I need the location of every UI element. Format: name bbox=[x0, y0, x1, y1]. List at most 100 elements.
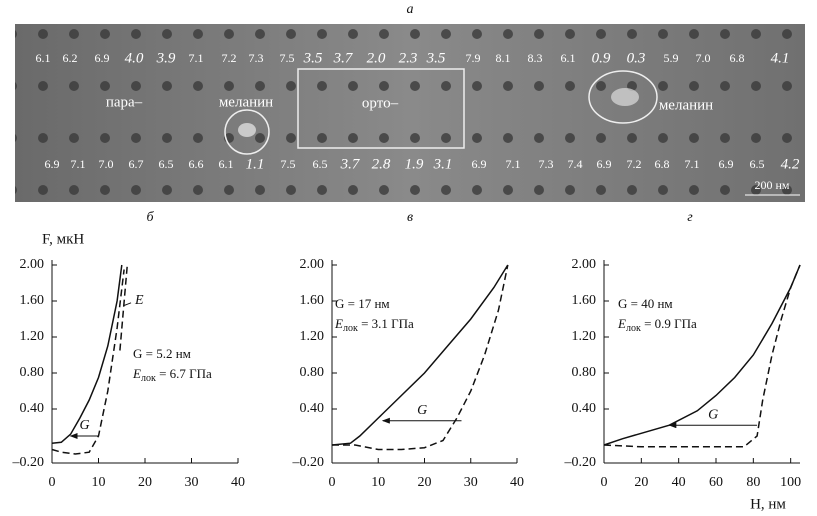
panel-letter: а bbox=[407, 2, 414, 17]
modulus-symbol: E bbox=[132, 366, 141, 381]
y-tick-label: 0.40 bbox=[20, 401, 45, 416]
panel-letter: г bbox=[687, 210, 693, 225]
x-tick-label: 10 bbox=[371, 475, 385, 490]
thickness-value: 3.5 bbox=[303, 50, 323, 66]
thickness-value: 7.0 bbox=[696, 51, 711, 65]
x-tick-label: 10 bbox=[92, 475, 106, 490]
melanin-spot bbox=[611, 88, 639, 106]
thickness-value: 1.1 bbox=[246, 156, 265, 172]
thickness-value: 3.7 bbox=[340, 156, 361, 172]
y-tick-label: 0.40 bbox=[572, 401, 597, 416]
y-tick-label: 1.60 bbox=[20, 293, 45, 308]
x-tick-label: 30 bbox=[464, 475, 478, 490]
modulus-value: = 6.7 ГПа bbox=[156, 366, 212, 381]
thickness-value: 6.8 bbox=[730, 51, 745, 65]
curve bbox=[51, 269, 125, 455]
thickness-value: 7.1 bbox=[189, 51, 204, 65]
thickness-value: 7.9 bbox=[466, 51, 481, 65]
thickness-value: 0.9 bbox=[592, 50, 611, 66]
y-tick-label: 0.80 bbox=[300, 365, 325, 380]
y-tick-label: 0.80 bbox=[572, 365, 597, 380]
modulus-value: = 0.9 ГПа bbox=[641, 316, 697, 331]
thickness-value: 6.9 bbox=[45, 157, 60, 171]
thickness-value: 7.1 bbox=[685, 157, 700, 171]
shear-annotation: G = 5.2 нм bbox=[133, 346, 191, 361]
thickness-value: 6.5 bbox=[750, 157, 765, 171]
x-tick-label: 0 bbox=[601, 475, 608, 490]
panel-letter: в bbox=[407, 210, 413, 225]
thickness-value: 8.1 bbox=[496, 51, 511, 65]
melanin-circle bbox=[224, 109, 270, 155]
y-tick-label: 1.60 bbox=[300, 293, 325, 308]
melanin-spot bbox=[238, 123, 256, 137]
thickness-value: 1.9 bbox=[405, 156, 424, 172]
modulus-subscript: лок bbox=[343, 323, 358, 334]
thickness-value: 7.3 bbox=[539, 157, 554, 171]
y-tick-label: –0.20 bbox=[12, 455, 45, 470]
modulus-annotation: Eлок = 3.1 ГПа bbox=[334, 316, 414, 334]
thickness-value: 6.6 bbox=[189, 157, 204, 171]
gap-label: G bbox=[417, 403, 427, 418]
y-tick-label: 2.00 bbox=[300, 257, 325, 272]
thickness-value: 4.1 bbox=[771, 50, 790, 66]
thickness-value: 7.5 bbox=[281, 157, 296, 171]
tangent-leader bbox=[123, 302, 132, 306]
thickness-value: 2.3 bbox=[399, 50, 418, 66]
y-tick-label: 1.60 bbox=[572, 293, 597, 308]
thickness-value: 6.5 bbox=[159, 157, 174, 171]
curve bbox=[332, 264, 509, 451]
thickness-value: 6.9 bbox=[472, 157, 487, 171]
thickness-value: 4.2 bbox=[781, 156, 800, 172]
thickness-value: 7.1 bbox=[71, 157, 86, 171]
gap-label: G bbox=[708, 407, 718, 422]
thickness-value: 6.1 bbox=[36, 51, 51, 65]
curve bbox=[331, 264, 509, 446]
gap-label: G bbox=[79, 418, 89, 433]
x-tick-label: 40 bbox=[231, 475, 245, 490]
thickness-value: 6.9 bbox=[95, 51, 110, 65]
x-tick-label: 30 bbox=[185, 475, 199, 490]
y-tick-label: 0.80 bbox=[20, 365, 45, 380]
y-tick-label: 2.00 bbox=[572, 257, 597, 272]
thickness-value: 3.5 bbox=[426, 50, 446, 66]
x-tick-label: 60 bbox=[709, 475, 723, 490]
thickness-value: 6.1 bbox=[219, 157, 234, 171]
modulus-subscript: лок bbox=[626, 323, 641, 334]
y-tick-label: 1.20 bbox=[572, 329, 597, 344]
thickness-value: 8.3 bbox=[528, 51, 543, 65]
image-label: орто– bbox=[362, 95, 399, 111]
thickness-value: 6.8 bbox=[655, 157, 670, 171]
panel-letter: б bbox=[146, 210, 154, 225]
thickness-value: 7.2 bbox=[222, 51, 237, 65]
image-label: меланин bbox=[219, 94, 273, 110]
x-tick-label: 0 bbox=[329, 475, 336, 490]
thickness-value: 4.0 bbox=[125, 50, 144, 66]
x-tick-label: 20 bbox=[634, 475, 648, 490]
image-label: пара– bbox=[106, 94, 143, 110]
thickness-value: 3.9 bbox=[156, 50, 176, 66]
scale-bar-label: 200 нм bbox=[754, 178, 789, 192]
curve bbox=[603, 264, 801, 448]
x-tick-label: 0 bbox=[49, 475, 56, 490]
x-tick-label: 100 bbox=[780, 475, 801, 490]
melanin-circle bbox=[588, 70, 658, 124]
y-tick-label: 2.00 bbox=[20, 257, 45, 272]
image-label: меланин bbox=[659, 97, 713, 113]
modulus-subscript: лок bbox=[141, 373, 156, 384]
thickness-value: 7.4 bbox=[568, 157, 583, 171]
y-tick-label: 0.40 bbox=[300, 401, 325, 416]
thickness-value: 5.9 bbox=[664, 51, 679, 65]
thickness-value: 0.3 bbox=[627, 50, 646, 66]
thickness-value: 7.2 bbox=[627, 157, 642, 171]
y-tick-label: 1.20 bbox=[20, 329, 45, 344]
thickness-value: 6.2 bbox=[63, 51, 78, 65]
modulus-annotation: Eлок = 0.9 ГПа bbox=[617, 316, 697, 334]
modulus-value: = 3.1 ГПа bbox=[358, 316, 414, 331]
thickness-value: 6.1 bbox=[561, 51, 576, 65]
x-tick-label: 20 bbox=[138, 475, 152, 490]
y-tick-label: 1.20 bbox=[300, 329, 325, 344]
thickness-value: 7.1 bbox=[506, 157, 521, 171]
thickness-value: 6.9 bbox=[597, 157, 612, 171]
thickness-value: 2.8 bbox=[372, 156, 391, 172]
